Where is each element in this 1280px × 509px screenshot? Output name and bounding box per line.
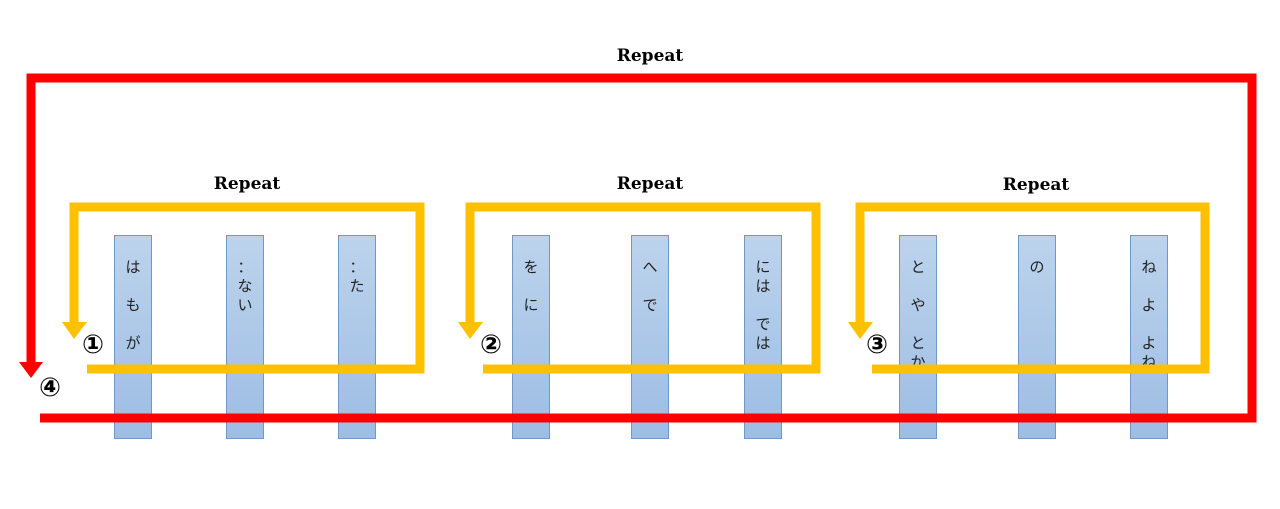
bar-char: が	[125, 334, 141, 352]
loop-2-arrowhead	[458, 322, 483, 339]
bar-char: ：	[237, 258, 253, 276]
bar-char: た	[349, 277, 365, 295]
particle-bar-3-3: ねよよね	[1130, 235, 1168, 439]
step-number-1: ①	[82, 330, 105, 360]
particle-bar-2-2: へで	[631, 235, 669, 439]
bar-char: い	[237, 296, 253, 314]
particle-bar-1-2: ：ない	[226, 235, 264, 439]
bar-char: は	[125, 258, 141, 276]
particle-bar-1-1: はもが	[114, 235, 152, 439]
loop-2-path	[465, 202, 821, 374]
bar-char: よ	[1141, 334, 1157, 352]
loop-1-path	[69, 202, 425, 374]
outer-loop-title: Repeat	[616, 46, 684, 66]
bar-char: は	[755, 334, 771, 352]
bar-char: に	[523, 296, 539, 314]
bar-char: よ	[1141, 296, 1157, 314]
bar-char: ね	[1141, 258, 1157, 276]
outer-loop-path	[26, 73, 1257, 423]
loop-1-arrowhead	[62, 322, 87, 339]
bar-char: を	[523, 258, 539, 276]
particle-bar-3-1: とやとか	[899, 235, 937, 439]
particle-bar-1-3: ：た	[338, 235, 376, 439]
loop-3-path	[855, 202, 1210, 374]
particle-bar-2-1: をに	[512, 235, 550, 439]
loop-3-title: Repeat	[1002, 175, 1070, 195]
bar-char: ：	[349, 258, 365, 276]
bar-char: も	[125, 296, 141, 314]
step-number-4: ④	[39, 373, 62, 403]
bar-char: と	[910, 258, 926, 276]
loop-2-title: Repeat	[616, 174, 684, 194]
bar-char: に	[755, 258, 771, 276]
bar-char: や	[910, 296, 926, 314]
bar-char: で	[642, 296, 658, 314]
loop-1-title: Repeat	[213, 174, 281, 194]
bar-char: で	[755, 315, 771, 333]
bar-char: の	[1029, 258, 1045, 276]
step-number-2: ②	[480, 330, 503, 360]
step-number-3: ③	[866, 330, 889, 360]
bar-char: な	[237, 277, 253, 295]
bar-char: は	[755, 277, 771, 295]
outer-loop-arrowhead	[19, 362, 43, 378]
bar-char: へ	[642, 258, 658, 276]
particle-bar-2-3: にはでは	[744, 235, 782, 439]
bar-char: と	[910, 334, 926, 352]
loop-3-arrowhead	[848, 322, 873, 339]
particle-bar-3-2: の	[1018, 235, 1056, 439]
